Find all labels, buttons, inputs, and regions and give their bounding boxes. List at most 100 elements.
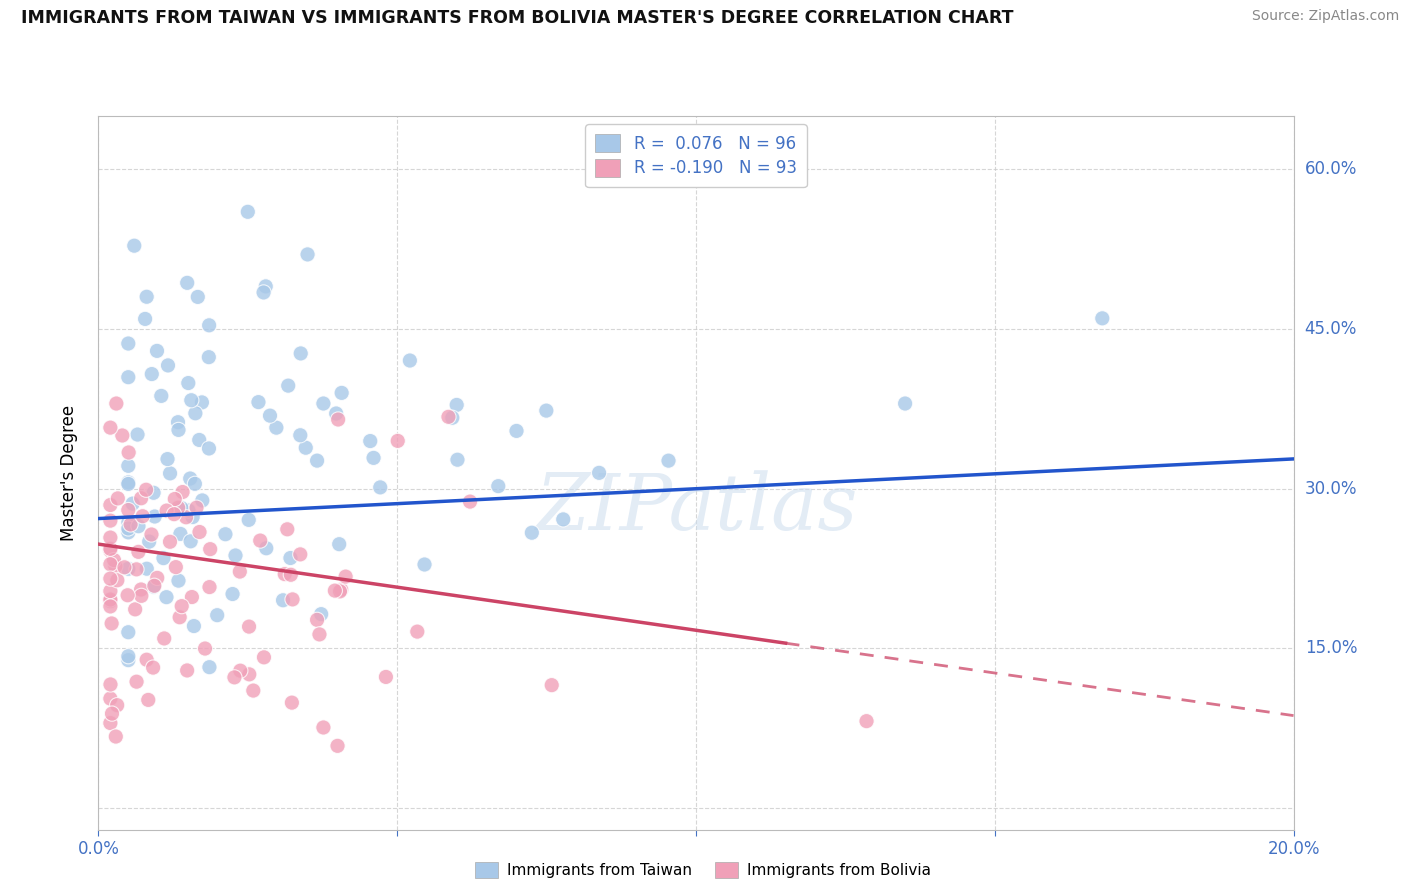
Point — [180, 590, 202, 604]
Point — [146, 343, 169, 358]
Point — [254, 541, 277, 556]
Point — [413, 558, 436, 572]
Point — [112, 560, 135, 574]
Point — [330, 582, 353, 597]
Point — [326, 739, 349, 753]
Point — [271, 593, 294, 607]
Point — [159, 467, 181, 481]
Point — [486, 479, 509, 493]
Text: 30.0%: 30.0% — [1305, 480, 1357, 498]
Point — [266, 420, 288, 434]
Point — [98, 592, 122, 607]
Point — [297, 247, 319, 261]
Point — [117, 516, 139, 530]
Legend: Immigrants from Taiwan, Immigrants from Bolivia: Immigrants from Taiwan, Immigrants from … — [468, 856, 938, 884]
Point — [437, 409, 460, 424]
Point — [180, 534, 202, 549]
Point — [308, 627, 330, 641]
Point — [335, 569, 357, 583]
Point — [307, 613, 329, 627]
Point — [143, 579, 166, 593]
Point — [194, 641, 217, 656]
Point — [323, 583, 346, 598]
Point — [281, 592, 304, 607]
Point — [131, 509, 153, 524]
Point — [181, 510, 204, 524]
Point — [180, 393, 202, 408]
Point — [169, 527, 191, 541]
Point — [191, 395, 214, 409]
Point — [307, 453, 329, 467]
Point — [309, 607, 332, 621]
Text: 60.0%: 60.0% — [1305, 161, 1357, 178]
Point — [505, 424, 527, 438]
Point — [127, 427, 149, 442]
Point — [198, 350, 221, 364]
Point — [134, 312, 156, 326]
Point — [98, 584, 122, 599]
Point — [312, 396, 335, 410]
Point — [387, 434, 409, 448]
Point — [238, 513, 260, 527]
Point — [176, 664, 198, 678]
Point — [520, 525, 543, 540]
Point — [117, 475, 139, 490]
Point — [253, 650, 276, 665]
Point — [221, 587, 243, 601]
Point — [167, 500, 190, 515]
Point — [254, 279, 277, 293]
Point — [142, 580, 165, 594]
Point — [179, 471, 201, 485]
Point — [588, 466, 610, 480]
Point — [249, 533, 271, 548]
Point — [98, 543, 122, 558]
Point — [188, 524, 211, 539]
Point — [156, 452, 179, 467]
Point — [177, 503, 200, 517]
Point — [124, 238, 146, 252]
Point — [855, 714, 877, 728]
Point — [117, 458, 139, 473]
Point — [98, 594, 122, 608]
Point — [294, 441, 316, 455]
Point — [163, 507, 186, 521]
Point — [159, 534, 181, 549]
Point — [406, 624, 429, 639]
Point — [156, 359, 179, 373]
Point — [280, 551, 302, 566]
Point — [117, 625, 139, 640]
Point — [225, 549, 247, 563]
Point — [1091, 311, 1114, 326]
Point — [152, 551, 174, 566]
Point — [124, 602, 146, 616]
Point — [238, 667, 260, 681]
Point — [170, 501, 193, 516]
Point — [363, 450, 385, 465]
Point — [236, 204, 259, 219]
Point — [98, 514, 122, 528]
Point — [198, 580, 221, 594]
Point — [98, 541, 122, 556]
Point — [117, 649, 139, 664]
Point — [330, 385, 353, 400]
Point — [238, 619, 260, 633]
Point — [172, 485, 194, 500]
Point — [894, 396, 917, 410]
Point — [540, 678, 562, 692]
Point — [167, 423, 190, 437]
Point — [104, 730, 127, 744]
Point — [184, 406, 207, 420]
Point — [186, 500, 208, 515]
Point — [329, 584, 352, 599]
Text: 15.0%: 15.0% — [1305, 640, 1357, 657]
Point — [328, 537, 350, 551]
Point — [118, 445, 141, 459]
Point — [117, 588, 139, 602]
Point — [125, 562, 148, 576]
Point — [98, 691, 122, 706]
Point — [312, 721, 335, 735]
Point — [129, 582, 152, 597]
Point — [98, 599, 122, 614]
Point — [135, 562, 157, 576]
Point — [277, 378, 299, 392]
